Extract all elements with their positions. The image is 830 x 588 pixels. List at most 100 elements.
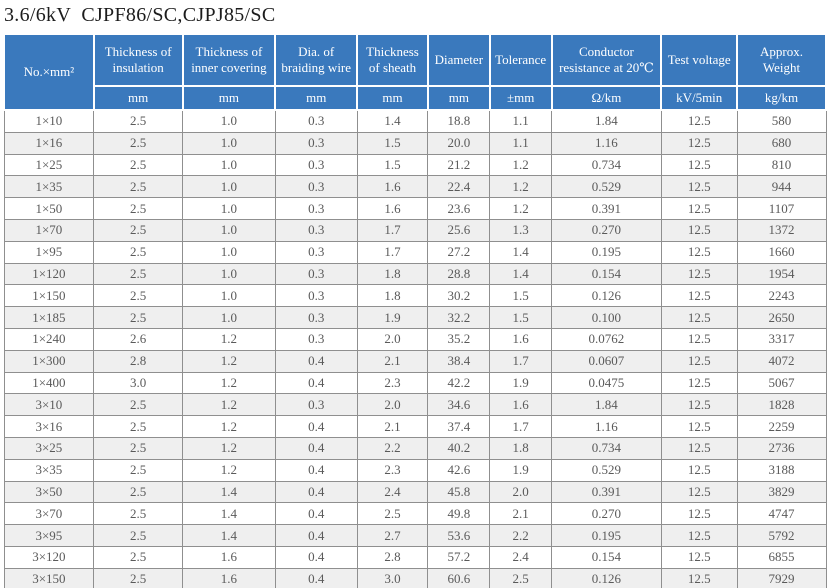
cell-size: 1×400 [3, 371, 95, 395]
table-row: 3×16 2.5 1.2 0.4 2.1 37.4 1.7 1.16 12.5 … [3, 415, 827, 438]
cell-size: 3×10 [3, 393, 95, 417]
cell-sheath-thickness: 1.8 [356, 284, 429, 308]
cell-size: 1×25 [3, 153, 95, 177]
cell-conductor-resistance: 0.391 [551, 197, 662, 220]
cell-conductor-resistance: 1.84 [551, 393, 662, 417]
cell-braiding-wire-dia: 0.3 [274, 197, 358, 220]
cell-diameter: 57.2 [427, 545, 491, 569]
cell-inner-covering: 1.6 [182, 545, 276, 569]
table-row: 1×240 2.6 1.2 0.3 2.0 35.2 1.6 0.0762 12… [3, 327, 827, 351]
header-no-mm2: No.×mm² [3, 33, 95, 111]
cell-tolerance: 1.6 [489, 393, 553, 417]
cell-diameter: 45.8 [427, 480, 491, 504]
cell-tolerance: 1.9 [489, 458, 553, 482]
cell-diameter: 37.4 [427, 415, 491, 438]
cell-inner-covering: 1.4 [182, 524, 276, 547]
cell-braiding-wire-dia: 0.4 [274, 436, 358, 460]
cell-approx-weight: 2259 [736, 415, 827, 438]
cell-insulation-thickness: 2.5 [93, 436, 184, 460]
cell-sheath-thickness: 1.6 [356, 175, 429, 199]
cell-inner-covering: 1.0 [182, 197, 276, 220]
table-header: No.×mm² Thickness of insulation Thicknes… [3, 33, 827, 111]
cell-conductor-resistance: 0.270 [551, 502, 662, 526]
page-title: 3.6/6kV CJPF86/SC,CJPJ85/SC [4, 4, 276, 26]
cell-diameter: 27.2 [427, 240, 491, 264]
cell-diameter: 18.8 [427, 108, 491, 133]
cell-conductor-resistance: 0.391 [551, 480, 662, 504]
cell-diameter: 25.6 [427, 218, 491, 242]
cell-diameter: 21.2 [427, 153, 491, 177]
cell-size: 3×25 [3, 436, 95, 460]
table-body: 1×10 2.5 1.0 0.3 1.4 18.8 1.1 1.84 12.5 … [3, 108, 827, 588]
cell-inner-covering: 1.2 [182, 458, 276, 482]
cell-conductor-resistance: 0.529 [551, 458, 662, 482]
cell-inner-covering: 1.0 [182, 153, 276, 177]
cell-tolerance: 1.4 [489, 240, 553, 264]
cell-size: 1×185 [3, 306, 95, 329]
cell-diameter: 20.0 [427, 131, 491, 155]
cell-insulation-thickness: 2.5 [93, 393, 184, 417]
cell-sheath-thickness: 1.4 [356, 108, 429, 133]
cell-size: 3×35 [3, 458, 95, 482]
cell-test-voltage: 12.5 [660, 480, 738, 504]
cell-conductor-resistance: 0.734 [551, 436, 662, 460]
cell-approx-weight: 2736 [736, 436, 827, 460]
header-test-voltage: Test voltage [660, 33, 739, 87]
cell-braiding-wire-dia: 0.3 [274, 218, 358, 242]
cell-test-voltage: 12.5 [660, 567, 738, 588]
header-thickness-inner-covering: Thickness of inner covering [181, 33, 277, 87]
cell-braiding-wire-dia: 0.3 [274, 262, 358, 286]
cell-test-voltage: 12.5 [660, 218, 738, 242]
cell-braiding-wire-dia: 0.3 [274, 108, 358, 133]
cell-test-voltage: 12.5 [660, 393, 738, 417]
header-tolerance: Tolerance [488, 33, 553, 87]
cell-sheath-thickness: 2.7 [356, 524, 429, 547]
cell-braiding-wire-dia: 0.4 [274, 349, 358, 373]
cell-inner-covering: 1.2 [182, 415, 276, 438]
cell-conductor-resistance: 0.195 [551, 240, 662, 264]
cell-sheath-thickness: 2.5 [356, 502, 429, 526]
cell-size: 3×70 [3, 502, 95, 526]
cell-approx-weight: 580 [736, 108, 827, 133]
cell-approx-weight: 810 [736, 153, 827, 177]
cell-braiding-wire-dia: 0.4 [274, 524, 358, 547]
cell-sheath-thickness: 2.1 [356, 415, 429, 438]
cell-insulation-thickness: 2.5 [93, 240, 184, 264]
cell-test-voltage: 12.5 [660, 349, 738, 373]
cell-conductor-resistance: 0.529 [551, 175, 662, 199]
cell-approx-weight: 5792 [736, 524, 827, 547]
cell-insulation-thickness: 2.5 [93, 306, 184, 329]
cell-test-voltage: 12.5 [660, 240, 738, 264]
cell-inner-covering: 1.2 [182, 393, 276, 417]
cell-size: 1×95 [3, 240, 95, 264]
cell-insulation-thickness: 2.5 [93, 502, 184, 526]
cell-insulation-thickness: 2.6 [93, 327, 184, 351]
cell-diameter: 35.2 [427, 327, 491, 351]
cell-tolerance: 1.2 [489, 153, 553, 177]
cell-diameter: 40.2 [427, 436, 491, 460]
cell-tolerance: 1.2 [489, 197, 553, 220]
table-row: 3×50 2.5 1.4 0.4 2.4 45.8 2.0 0.391 12.5… [3, 480, 827, 504]
cell-braiding-wire-dia: 0.3 [274, 306, 358, 329]
cell-inner-covering: 1.0 [182, 108, 276, 133]
unit-dia-braiding-wire: mm [274, 85, 359, 111]
cell-test-voltage: 12.5 [660, 436, 738, 460]
table-row: 3×25 2.5 1.2 0.4 2.2 40.2 1.8 0.734 12.5… [3, 436, 827, 460]
cell-test-voltage: 12.5 [660, 108, 738, 133]
table-row: 1×400 3.0 1.2 0.4 2.3 42.2 1.9 0.0475 12… [3, 371, 827, 395]
cell-conductor-resistance: 0.734 [551, 153, 662, 177]
cell-approx-weight: 7929 [736, 567, 827, 588]
cell-sheath-thickness: 2.4 [356, 480, 429, 504]
cell-size: 1×240 [3, 327, 95, 351]
cell-tolerance: 1.7 [489, 415, 553, 438]
table-row: 1×150 2.5 1.0 0.3 1.8 30.2 1.5 0.126 12.… [3, 284, 827, 308]
cell-conductor-resistance: 0.126 [551, 284, 662, 308]
cell-sheath-thickness: 3.0 [356, 567, 429, 588]
header-unit-row: mm mm mm mm mm ±mm Ω/km kV/5min kg/km [4, 85, 827, 111]
cell-inner-covering: 1.0 [182, 240, 276, 264]
cell-approx-weight: 3829 [736, 480, 827, 504]
header-thickness-sheath: Thickness of sheath [356, 33, 429, 87]
table-row: 1×300 2.8 1.2 0.4 2.1 38.4 1.7 0.0607 12… [3, 349, 827, 373]
cell-insulation-thickness: 2.5 [93, 175, 184, 199]
unit-tolerance: ±mm [488, 85, 553, 111]
